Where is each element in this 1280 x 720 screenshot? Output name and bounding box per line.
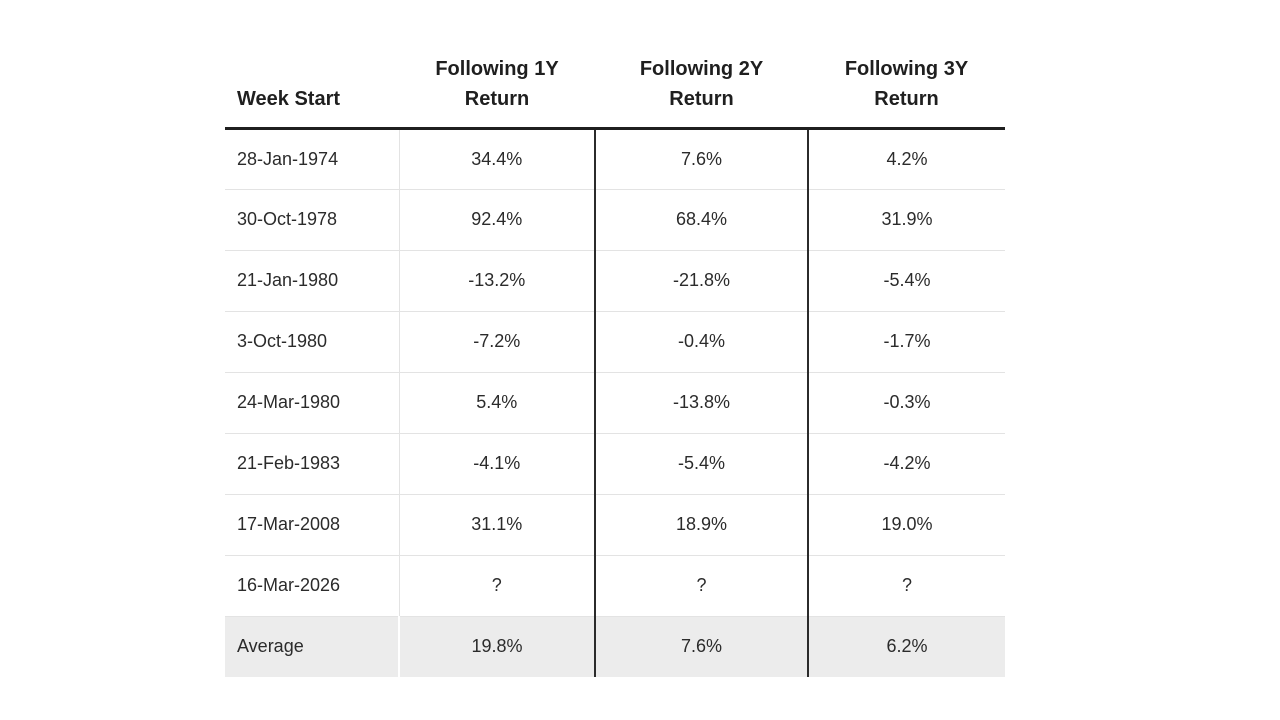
table-header: Week Start Following 1Y Return Following… <box>225 50 1005 130</box>
cell-week-start: 16-Mar-2026 <box>225 555 400 617</box>
cell-week-start: 21-Jan-1980 <box>225 250 400 312</box>
cell-average-label: Average <box>225 616 400 677</box>
cell-2y-return: -21.8% <box>595 250 809 312</box>
table-row: 28-Jan-1974 34.4% 7.6% 4.2% <box>225 128 1005 190</box>
cell-3y-return: -5.4% <box>808 250 1005 312</box>
header-row: Week Start Following 1Y Return Following… <box>225 50 1005 130</box>
returns-table: Week Start Following 1Y Return Following… <box>225 50 1005 677</box>
cell-week-start: 21-Feb-1983 <box>225 433 400 495</box>
cell-2y-return: 18.9% <box>595 494 809 556</box>
cell-1y-return: 92.4% <box>399 189 596 251</box>
cell-1y-return: ? <box>399 555 596 617</box>
cell-1y-return: 34.4% <box>399 128 596 190</box>
returns-table-container: Week Start Following 1Y Return Following… <box>225 50 1005 677</box>
cell-3y-return: -0.3% <box>808 372 1005 434</box>
cell-week-start: 24-Mar-1980 <box>225 372 400 434</box>
cell-3y-return: 19.0% <box>808 494 1005 556</box>
cell-week-start: 17-Mar-2008 <box>225 494 400 556</box>
cell-week-start: 30-Oct-1978 <box>225 189 400 251</box>
table-row: 21-Jan-1980 -13.2% -21.8% -5.4% <box>225 250 1005 312</box>
cell-average-3y-return: 6.2% <box>808 616 1005 677</box>
cell-average-2y-return: 7.6% <box>595 616 809 677</box>
table-row: 24-Mar-1980 5.4% -13.8% -0.3% <box>225 372 1005 434</box>
cell-average-1y-return: 19.8% <box>399 616 596 677</box>
cell-3y-return: 4.2% <box>808 128 1005 190</box>
cell-2y-return: 7.6% <box>595 128 809 190</box>
table-row: 3-Oct-1980 -7.2% -0.4% -1.7% <box>225 311 1005 373</box>
cell-week-start: 3-Oct-1980 <box>225 311 400 373</box>
cell-2y-return: -13.8% <box>595 372 809 434</box>
cell-week-start: 28-Jan-1974 <box>225 128 400 190</box>
table-row: 21-Feb-1983 -4.1% -5.4% -4.2% <box>225 433 1005 495</box>
cell-3y-return: 31.9% <box>808 189 1005 251</box>
cell-3y-return: ? <box>808 555 1005 617</box>
table-row: 30-Oct-1978 92.4% 68.4% 31.9% <box>225 189 1005 251</box>
table-row: 17-Mar-2008 31.1% 18.9% 19.0% <box>225 494 1005 556</box>
column-header-week-start: Week Start <box>225 50 399 130</box>
column-header-following-2y-return: Following 2Y Return <box>595 50 808 130</box>
cell-3y-return: -4.2% <box>808 433 1005 495</box>
column-header-following-1y-return: Following 1Y Return <box>399 50 595 130</box>
cell-3y-return: -1.7% <box>808 311 1005 373</box>
cell-1y-return: -4.1% <box>399 433 596 495</box>
average-row: Average 19.8% 7.6% 6.2% <box>225 616 1005 677</box>
cell-1y-return: 5.4% <box>399 372 596 434</box>
cell-1y-return: -13.2% <box>399 250 596 312</box>
cell-1y-return: -7.2% <box>399 311 596 373</box>
cell-2y-return: -5.4% <box>595 433 809 495</box>
cell-1y-return: 31.1% <box>399 494 596 556</box>
cell-2y-return: 68.4% <box>595 189 809 251</box>
cell-2y-return: -0.4% <box>595 311 809 373</box>
table-row: 16-Mar-2026 ? ? ? <box>225 555 1005 617</box>
column-header-following-3y-return: Following 3Y Return <box>808 50 1005 130</box>
cell-2y-return: ? <box>595 555 809 617</box>
table-body: 28-Jan-1974 34.4% 7.6% 4.2% 30-Oct-1978 … <box>225 128 1005 677</box>
